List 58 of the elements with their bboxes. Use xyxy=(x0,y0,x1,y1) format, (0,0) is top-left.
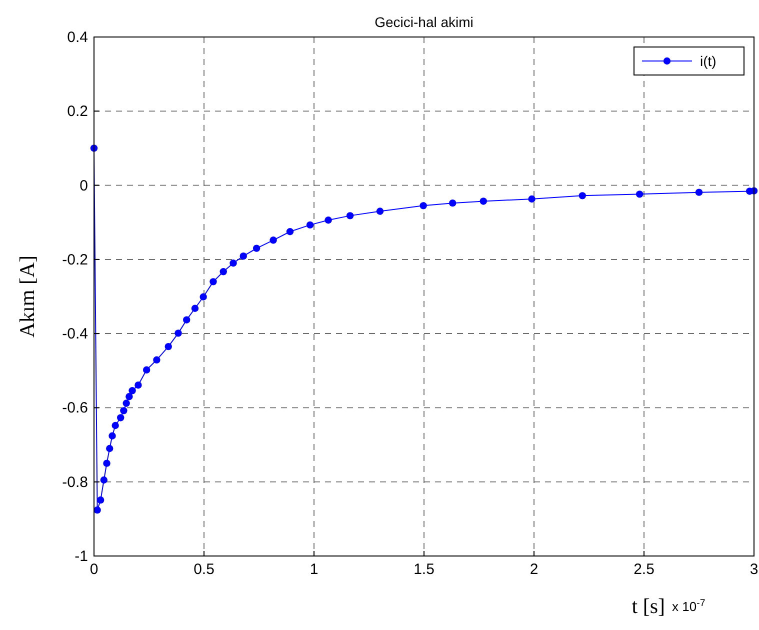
point xyxy=(112,422,119,430)
point xyxy=(120,407,128,414)
y-axis-title: Akım [A] xyxy=(15,255,39,338)
point xyxy=(100,476,108,484)
point xyxy=(286,228,294,236)
y-tick-label: 0.4 xyxy=(67,29,88,46)
point xyxy=(636,190,644,198)
x-axis-title: t [s] xyxy=(632,594,665,618)
point xyxy=(528,195,536,203)
y-tick-label: 0 xyxy=(80,177,88,194)
x-tick-label: 0.5 xyxy=(194,561,214,578)
point xyxy=(134,382,142,389)
y-tick-label: -1 xyxy=(74,548,88,565)
point xyxy=(578,192,586,200)
point xyxy=(210,278,217,286)
x-tick-label: 1 xyxy=(310,561,318,578)
point xyxy=(183,316,190,324)
point xyxy=(324,216,332,224)
point xyxy=(240,252,247,260)
chart-title: Gecici-hal akimi xyxy=(374,14,474,30)
point xyxy=(108,432,116,440)
point xyxy=(153,356,160,364)
point xyxy=(122,400,130,407)
point xyxy=(106,444,114,452)
x-tick-label: 2.5 xyxy=(634,561,654,578)
point xyxy=(695,188,703,196)
point xyxy=(128,387,136,394)
point xyxy=(306,221,314,229)
y-tick-label: -0.2 xyxy=(62,251,88,268)
x-tick-label: 0 xyxy=(90,561,98,578)
point xyxy=(480,198,487,205)
y-tick-label: -0.8 xyxy=(62,474,88,491)
point xyxy=(376,208,384,215)
point xyxy=(97,496,104,504)
point xyxy=(142,366,150,374)
point xyxy=(220,268,227,276)
text: x 10$^{-7}$ xyxy=(672,598,706,614)
x-tick-label: 3 xyxy=(750,561,758,578)
point xyxy=(200,293,207,300)
point xyxy=(449,199,456,207)
point xyxy=(346,212,354,220)
legend-label: i(t) xyxy=(700,53,716,69)
point xyxy=(94,506,101,514)
x-tick-label: 2 xyxy=(530,561,538,578)
y-tick-label: -0.6 xyxy=(62,400,88,417)
x-tick-label: 1.5 xyxy=(414,561,434,578)
point xyxy=(126,392,133,400)
point xyxy=(164,342,172,350)
point xyxy=(252,244,260,252)
point xyxy=(103,460,110,467)
point xyxy=(270,236,277,244)
y-tick-label: 0.2 xyxy=(67,103,88,120)
point xyxy=(230,260,237,267)
point xyxy=(191,304,199,312)
point xyxy=(420,202,427,210)
point xyxy=(174,330,182,337)
y-tick-label: -0.4 xyxy=(62,326,88,343)
point xyxy=(117,414,124,422)
